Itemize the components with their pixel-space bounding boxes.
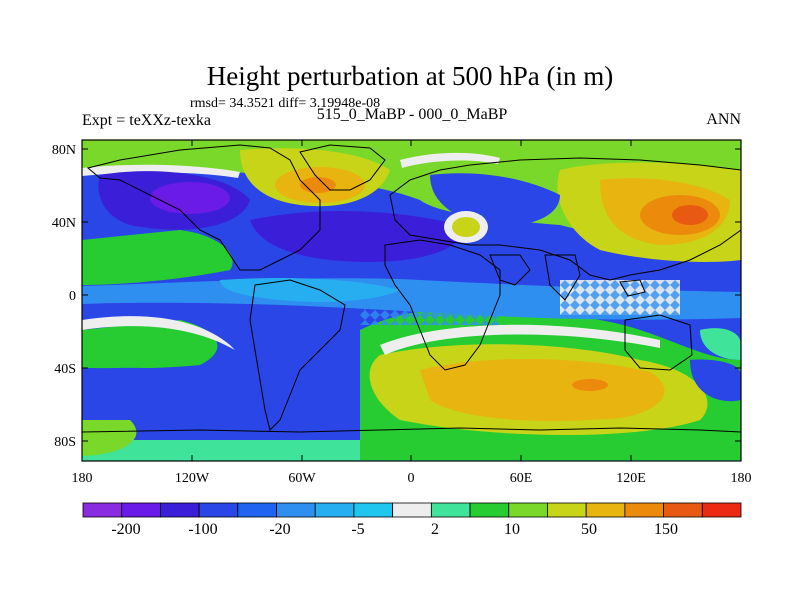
longitude-axis: 180 120W 60W 0 60E 120E 180 [72, 140, 752, 486]
colorbar-swatch [547, 502, 587, 518]
colorbar-label: 50 [581, 521, 597, 538]
colorbar [82, 502, 742, 518]
stats-label: rmsd= 34.3521 diff= 3.19948e-08 [190, 96, 380, 111]
lon-tick-label: 180 [72, 471, 93, 486]
colorbar-label: 2 [431, 521, 439, 538]
colorbar-swatch [160, 502, 200, 518]
coastlines [82, 144, 741, 433]
experiment-label: Expt = teXXz-texka [82, 112, 211, 129]
colorbar-swatch [276, 502, 316, 518]
colorbar-label: -200 [111, 521, 140, 538]
contour-field [82, 140, 741, 461]
lon-tick-label: 60E [510, 471, 533, 486]
lat-tick-label: 80S [54, 435, 76, 450]
latitude-axis: 80N 40N 0 40S 80S [52, 143, 741, 450]
colorbar-swatch [508, 502, 548, 518]
colorbar-swatch [663, 502, 703, 518]
colorbar-swatch [392, 502, 432, 518]
lat-tick-label: 0 [69, 289, 76, 304]
colorbar-swatch [237, 502, 277, 518]
lat-tick-label: 40S [54, 362, 76, 377]
colorbar-swatch [430, 502, 471, 518]
colorbar-swatch [469, 502, 510, 518]
colorbar-swatch [121, 502, 161, 518]
lat-tick-label: 40N [52, 216, 76, 231]
colorbar-swatch [353, 502, 394, 518]
lon-tick-label: 60W [288, 471, 316, 486]
colorbar-label: 150 [654, 521, 678, 538]
period-label: 515_0_MaBP - 000_0_MaBP [317, 106, 508, 123]
colorbar-labels: -200 -100 -20 -5 2 10 50 150 [111, 521, 678, 538]
lon-tick-label: 0 [408, 471, 415, 486]
lon-tick-label: 180 [731, 471, 752, 486]
colorbar-label: -20 [269, 521, 290, 538]
lon-tick-label: 120E [616, 471, 646, 486]
colorbar-label: -5 [351, 521, 364, 538]
colorbar-swatch [624, 502, 664, 518]
colorbar-swatch [82, 502, 123, 518]
lat-tick-label: 80N [52, 143, 76, 158]
colorbar-label: 10 [504, 521, 520, 538]
colorbar-swatch [701, 502, 742, 518]
season-label: ANN [706, 111, 741, 128]
colorbar-label: -100 [188, 521, 217, 538]
lon-tick-label: 120W [175, 471, 210, 486]
colorbar-swatch [314, 502, 355, 518]
map-title: Height perturbation at 500 hPa (in m) [207, 61, 613, 91]
colorbar-swatch [585, 502, 626, 518]
colorbar-swatch [198, 502, 239, 518]
